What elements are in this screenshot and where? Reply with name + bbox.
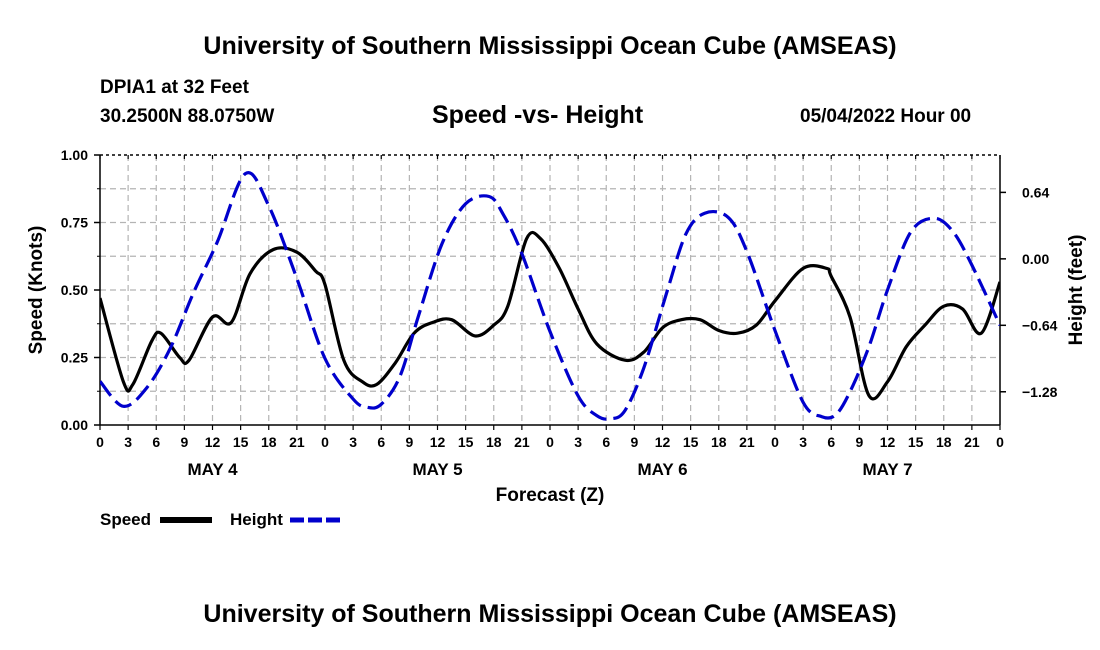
- x-tick-label: 3: [124, 434, 132, 450]
- legend-height-label: Height: [230, 510, 283, 529]
- x-tick-label: 12: [430, 434, 446, 450]
- right-tick-label: −1.28: [1022, 384, 1058, 400]
- x-tick-label: 9: [405, 434, 413, 450]
- station-coords: 30.2500N 88.0750W: [100, 106, 275, 127]
- speed-series-line: [100, 230, 1000, 401]
- x-tick-label: 9: [855, 434, 863, 450]
- x-tick-label: 21: [289, 434, 305, 450]
- chart-subtitle: Speed -vs- Height: [432, 101, 644, 129]
- right-tick-label: −0.64: [1022, 317, 1058, 333]
- forecast-datetime: 05/04/2022 Hour 00: [800, 106, 972, 127]
- x-tick-label: 18: [936, 434, 952, 450]
- x-tick-label: 6: [152, 434, 160, 450]
- x-tick-label: 6: [377, 434, 385, 450]
- x-tick-label: 15: [233, 434, 249, 450]
- left-tick-label: 1.00: [61, 147, 88, 163]
- day-label: MAY 5: [412, 460, 462, 479]
- day-label: MAY 6: [637, 460, 687, 479]
- x-tick-label: 21: [514, 434, 530, 450]
- main-title: University of Southern Mississippi Ocean…: [203, 32, 897, 60]
- x-tick-label: 3: [349, 434, 357, 450]
- legend-speed-label: Speed: [100, 510, 152, 529]
- x-tick-label: 18: [261, 434, 277, 450]
- x-tick-label: 12: [205, 434, 221, 450]
- x-tick-label: 6: [827, 434, 835, 450]
- x-tick-label: 0: [771, 434, 779, 450]
- x-tick-label: 18: [486, 434, 502, 450]
- x-tick-label: 0: [546, 434, 554, 450]
- left-tick-label: 0.00: [61, 417, 88, 433]
- right-tick-label: 0.00: [1022, 251, 1049, 267]
- x-tick-label: 3: [799, 434, 807, 450]
- day-label: MAY 7: [862, 460, 912, 479]
- x-tick-label: 0: [96, 434, 104, 450]
- x-tick-label: 15: [683, 434, 699, 450]
- x-tick-label: 9: [630, 434, 638, 450]
- y-axis-label-right: Height (feet): [1066, 235, 1087, 346]
- left-tick-label: 0.50: [61, 282, 88, 298]
- x-tick-label: 15: [458, 434, 474, 450]
- left-tick-label: 0.25: [61, 350, 88, 366]
- x-tick-label: 6: [602, 434, 610, 450]
- left-tick-label: 0.75: [61, 215, 88, 231]
- x-axis-label: Forecast (Z): [496, 485, 605, 506]
- x-tick-label: 12: [880, 434, 896, 450]
- y-axis-label-left: Speed (Knots): [26, 226, 47, 355]
- x-tick-label: 15: [908, 434, 924, 450]
- x-tick-label: 9: [180, 434, 188, 450]
- day-label: MAY 4: [187, 460, 238, 479]
- station-label: DPIA1 at 32 Feet: [100, 77, 249, 98]
- x-tick-label: 0: [321, 434, 329, 450]
- footer-title: University of Southern Mississippi Ocean…: [203, 600, 897, 628]
- x-tick-label: 21: [964, 434, 980, 450]
- x-tick-label: 0: [996, 434, 1004, 450]
- legend-height-swatch: [290, 517, 342, 523]
- legend-speed-swatch: [160, 517, 212, 523]
- x-tick-label: 21: [739, 434, 755, 450]
- x-tick-label: 3: [574, 434, 582, 450]
- right-tick-label: 0.64: [1022, 184, 1049, 200]
- x-tick-label: 18: [711, 434, 727, 450]
- x-tick-label: 12: [655, 434, 671, 450]
